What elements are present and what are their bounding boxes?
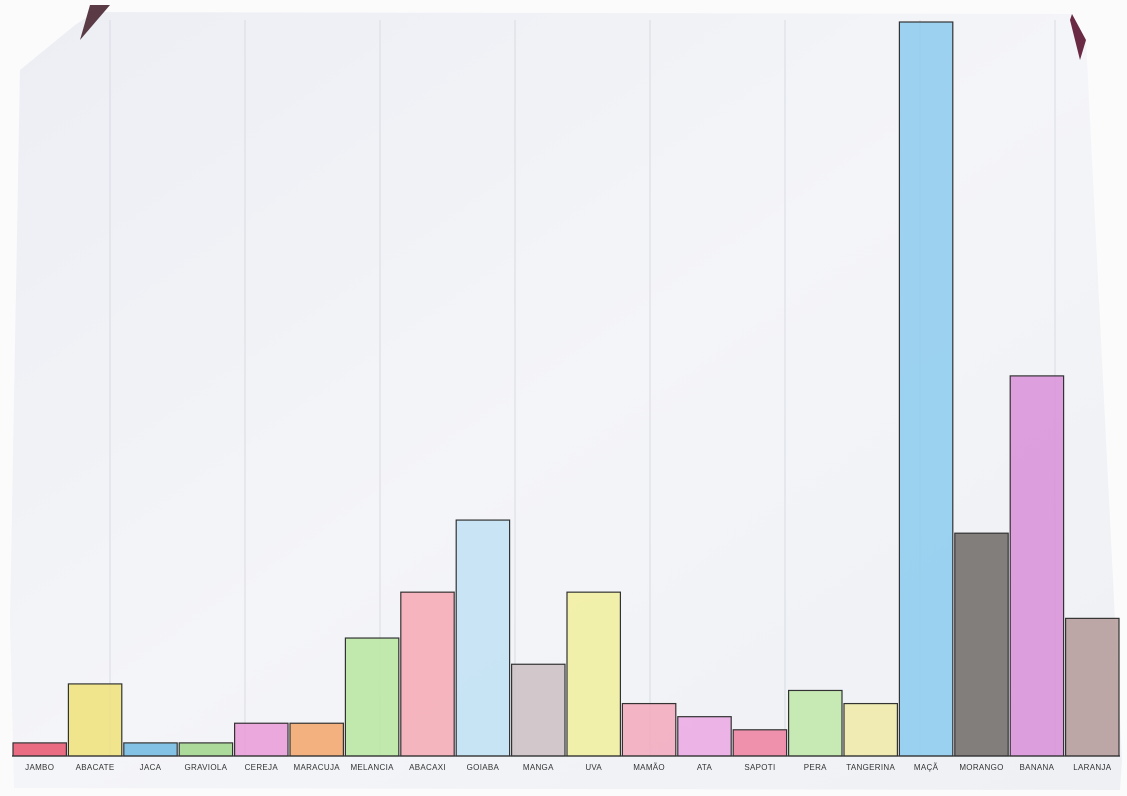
paper-corner bbox=[80, 5, 110, 40]
x-tick-label: BANANA bbox=[1020, 763, 1055, 772]
x-tick-label: ATA bbox=[697, 763, 713, 772]
x-tick-label: UVA bbox=[585, 763, 602, 772]
bar bbox=[12, 742, 68, 757]
x-tick-label: LARANJA bbox=[1073, 763, 1111, 772]
bar bbox=[455, 519, 511, 757]
x-tick-label: JACA bbox=[140, 763, 162, 772]
bar bbox=[566, 591, 622, 757]
bar bbox=[400, 591, 455, 757]
bar bbox=[677, 716, 732, 757]
bar bbox=[898, 21, 954, 757]
bar bbox=[732, 729, 788, 757]
bar bbox=[234, 722, 289, 757]
bar bbox=[954, 532, 1009, 757]
x-tick-label: MORANGO bbox=[959, 763, 1003, 772]
bar bbox=[178, 742, 234, 757]
bar bbox=[787, 689, 843, 757]
bar bbox=[289, 722, 345, 757]
x-tick-label: MAMÃO bbox=[633, 763, 665, 772]
bar bbox=[1009, 375, 1065, 757]
x-tick-label: JAMBO bbox=[25, 763, 54, 772]
bars bbox=[12, 21, 1120, 757]
bar bbox=[511, 663, 566, 757]
x-tick-label: MAÇÃ bbox=[914, 763, 939, 772]
bar bbox=[123, 742, 178, 757]
bar bbox=[344, 637, 400, 757]
x-tick-label: MELANCIA bbox=[350, 763, 394, 772]
bar bbox=[1064, 617, 1120, 757]
x-tick-label: MARACUJA bbox=[293, 763, 340, 772]
x-tick-label: SAPOTI bbox=[744, 763, 775, 772]
x-tick-label: TANGERINA bbox=[846, 763, 895, 772]
x-tick-label: GRAVIOLA bbox=[185, 763, 228, 772]
bar bbox=[843, 702, 899, 757]
x-tick-label: CEREJA bbox=[245, 763, 279, 772]
x-tick-label: ABACAXI bbox=[409, 763, 446, 772]
x-tick-label: PERA bbox=[804, 763, 827, 772]
x-tick-label: MANGA bbox=[523, 763, 554, 772]
bar bbox=[621, 702, 677, 757]
paper-corner bbox=[1070, 14, 1086, 60]
x-tick-label: GOIABA bbox=[467, 763, 500, 772]
paper bbox=[10, 12, 1122, 790]
bar bbox=[67, 683, 123, 757]
x-tick-label: ABACATE bbox=[76, 763, 115, 772]
